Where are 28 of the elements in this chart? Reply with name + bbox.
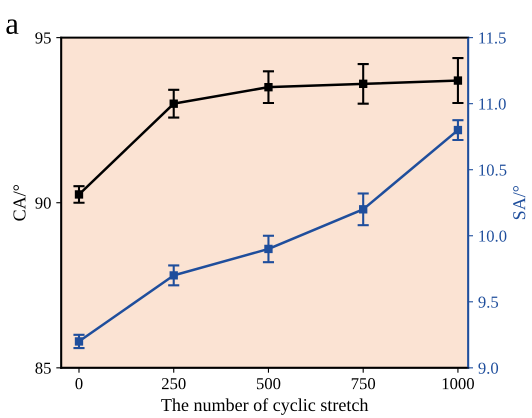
y-tick-label: 85 (35, 362, 51, 374)
point (170, 271, 178, 280)
point (170, 99, 178, 108)
point (74, 337, 84, 346)
x-tick-label: 0 (75, 378, 83, 390)
point (264, 82, 273, 92)
x-axis-title: The number of cyclic stretch (161, 398, 368, 415)
text: a (6, 19, 18, 34)
y2-tick-label: 10.0 (479, 230, 506, 242)
y2-tick-label: 10.5 (479, 164, 506, 176)
y2-tick-label: 9.5 (478, 296, 498, 308)
point (264, 244, 273, 254)
y-tick-label: 95 (35, 32, 51, 44)
x-tick-label: 500 (256, 378, 280, 390)
point (359, 205, 368, 214)
x-tick-label: 250 (162, 378, 186, 390)
point (454, 126, 462, 134)
y2-axis-title: SA/° (513, 186, 526, 220)
y-tick-label: 90 (35, 197, 51, 209)
y2-tick-label: 11.0 (479, 98, 506, 110)
point (454, 76, 462, 85)
y-axis-title: CA/° (13, 184, 26, 221)
y2-tick-label: 11.5 (479, 32, 506, 44)
x-tick-label: 1000 (442, 378, 474, 390)
x-tick-label: 750 (352, 378, 376, 390)
point (359, 80, 368, 88)
y2-tick-label: 9.0 (478, 362, 498, 374)
point (74, 190, 84, 199)
